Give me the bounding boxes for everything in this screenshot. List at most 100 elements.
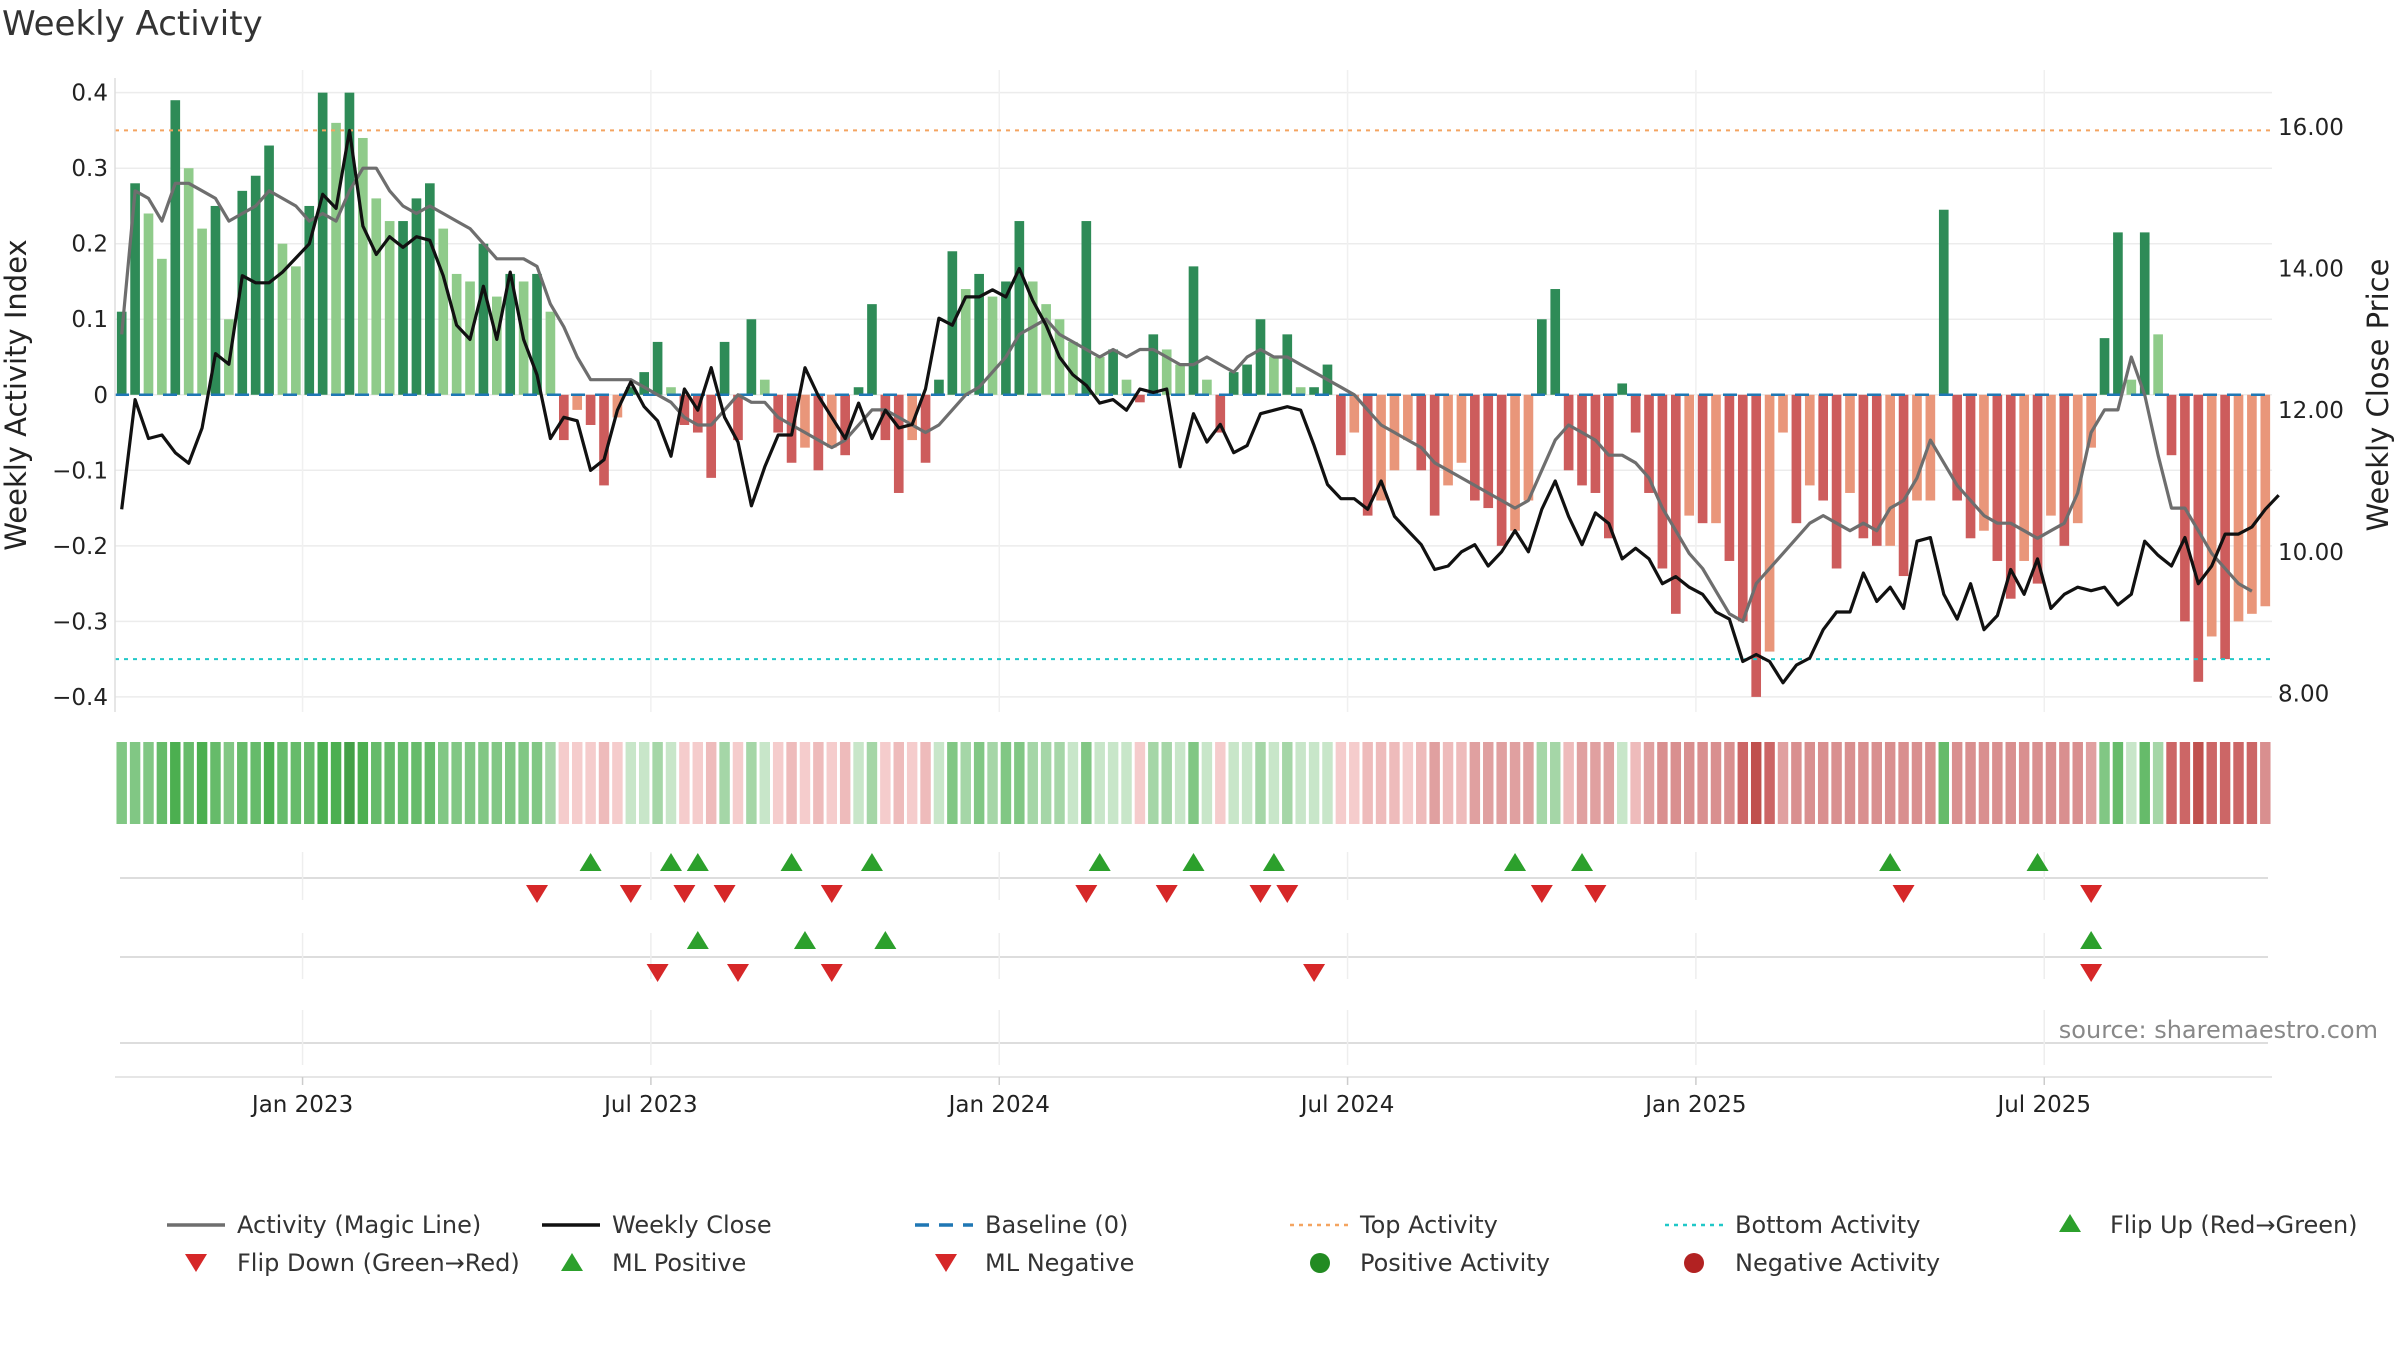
strip-cell [1188,742,1199,824]
legend-label-top-activity: Top Activity [1359,1211,1498,1239]
activity-bar [2153,334,2163,395]
activity-bar [1737,394,1748,622]
strip-cell [1817,742,1829,824]
activity-bar [1081,221,1092,395]
strip-cell [719,742,730,824]
activity-bar [2019,394,2029,561]
activity-bar [2113,232,2123,395]
legend-swatch-positive-activity [1310,1253,1330,1273]
activity-bar [746,319,757,395]
strip-cell [2219,742,2231,824]
strip-cell [2072,742,2083,824]
strip-cell [357,742,369,824]
activity-bar [759,379,770,395]
legend-swatch-ml-negative [935,1254,957,1272]
y-tick-label: 0.3 [71,156,108,182]
legend: Activity (Magic Line) Weekly Close Baselin… [167,1211,2358,1277]
strip-cell [1040,742,1052,824]
legend-swatch-flip-up [2059,1214,2081,1232]
activity-bar [1282,334,1293,395]
activity-bar [1845,394,1855,493]
strip-cell [1724,742,1735,824]
strip-cell [1362,742,1373,824]
strip-cell [531,742,543,824]
strip-cell [1134,742,1146,824]
strip-cell [2032,742,2043,824]
strip-cell [1483,742,1494,824]
activity-bar [572,394,583,410]
strip-cell [746,742,757,824]
activity-bar [585,394,596,425]
activity-bar [1590,394,1601,493]
activity-bar [813,394,824,471]
strip-cell [1402,742,1414,824]
activity-bar [1148,334,1159,395]
activity-bar [2005,394,2016,599]
strip-cell [759,742,771,824]
y2-tick-label: 16.00 [2278,115,2344,141]
legend-label-negative-activity: Negative Activity [1735,1249,1940,1277]
activity-bar [1496,394,1507,546]
flip-down-marker [1584,885,1607,903]
activity-bar [1791,394,1802,524]
source-label: source: sharemaestro.com [2059,1016,2378,1044]
activity-bar [291,266,301,395]
strip-cell [223,742,235,824]
x-axis: Jan 2023 Jul 2023 Jan 2024 Jul 2024 Jan 2025… [250,1077,2091,1118]
ml-positive-marker [874,931,897,949]
strip-cell [1951,742,1963,824]
activity-bar [853,387,864,395]
activity-bar [1161,349,1172,395]
activity-bar [1992,394,2003,561]
activity-bar [2193,394,2204,682]
activity-bar [2059,394,2070,546]
activity-bar [1603,394,1614,539]
flip-up-marker [579,853,602,871]
x-tick-label: Jul 2025 [1995,1092,2091,1118]
activity-bar [1135,394,1145,403]
activity-bar [1670,394,1681,614]
legend-label-bottom-activity: Bottom Activity [1735,1211,1920,1239]
strip-cell [411,742,422,824]
y2-tick-label: 10.00 [2278,540,2344,566]
strip-cell [1871,742,1882,824]
strip-cell [1657,742,1668,824]
strip-cell [1282,742,1293,824]
activity-bar [170,100,181,395]
strip-cell [1750,742,1762,824]
ml-negative-marker [1303,964,1326,982]
strip-cell [638,742,650,824]
strip-cell [2246,742,2258,824]
strip-cell [1389,742,1400,824]
activity-bar [1443,394,1453,486]
strip-cell [143,742,154,824]
strip-cell [1000,742,1012,824]
strip-cell [1067,742,1079,824]
activity-bar [1523,394,1534,501]
activity-bar [652,341,663,395]
y-tick-label: −0.2 [52,534,108,560]
flip-down-marker [820,885,843,903]
activity-bar [451,273,462,395]
strip-cell [1054,742,1065,824]
activity-bar [773,394,784,433]
activity-bar [1979,394,1989,531]
activity-bar [1416,394,1427,471]
activity-bar [1697,394,1708,524]
strip-cell [1174,742,1186,824]
activity-bar [1657,394,1668,569]
strip-cell [505,742,516,824]
strip-cell [2112,742,2124,824]
strip-cell [2059,742,2070,824]
strip-cell [1375,742,1387,824]
ml-negative-marker [726,964,749,982]
activity-bar [143,213,154,395]
flip-down-marker [1075,885,1098,903]
strip-cell [451,742,462,824]
strip-cell [933,742,945,824]
flip-down-marker [673,885,696,903]
strip-cell [1550,742,1561,824]
strip-cell [906,742,918,824]
strip-cell [1844,742,1856,824]
strip-cell [2193,742,2204,824]
